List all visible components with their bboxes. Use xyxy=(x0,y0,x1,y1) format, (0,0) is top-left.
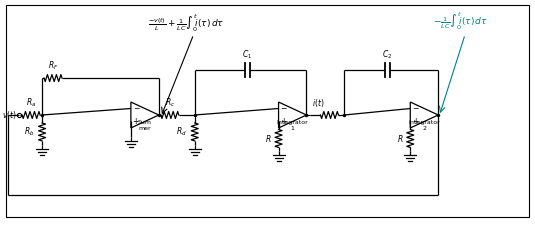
Text: −: − xyxy=(133,104,139,113)
Text: $R$: $R$ xyxy=(265,133,272,144)
Text: $\frac{-v(t)}{L}+\frac{1}{LC}\int_0^t\!i(\tau)\,d\tau$: $\frac{-v(t)}{L}+\frac{1}{LC}\int_0^t\!i… xyxy=(148,12,224,34)
Text: $R$: $R$ xyxy=(397,133,403,144)
Text: −: − xyxy=(412,104,418,113)
Text: $-\frac{1}{LC}\int_0^t\!i(\tau)\,d\tau$: $-\frac{1}{LC}\int_0^t\!i(\tau)\,d\tau$ xyxy=(433,10,488,32)
Text: $C_1$: $C_1$ xyxy=(241,49,252,61)
Text: $R_b$: $R_b$ xyxy=(24,126,34,138)
Text: $i(t)$: $i(t)$ xyxy=(312,97,325,109)
Text: $R_a$: $R_a$ xyxy=(26,97,36,109)
Text: $R_F$: $R_F$ xyxy=(48,60,58,72)
Text: +: + xyxy=(133,117,139,126)
Text: $C_2$: $C_2$ xyxy=(382,49,393,61)
Text: Integrator
2: Integrator 2 xyxy=(408,120,440,131)
Text: $v(t)$: $v(t)$ xyxy=(2,109,17,121)
Text: $R_c$: $R_c$ xyxy=(165,97,175,109)
Text: Integrator
1: Integrator 1 xyxy=(277,120,308,131)
Text: −: − xyxy=(280,104,287,113)
Text: +: + xyxy=(280,117,287,126)
Text: $R_d$: $R_d$ xyxy=(176,126,187,138)
Text: +: + xyxy=(412,117,418,126)
Text: Sum
mer: Sum mer xyxy=(138,120,152,131)
